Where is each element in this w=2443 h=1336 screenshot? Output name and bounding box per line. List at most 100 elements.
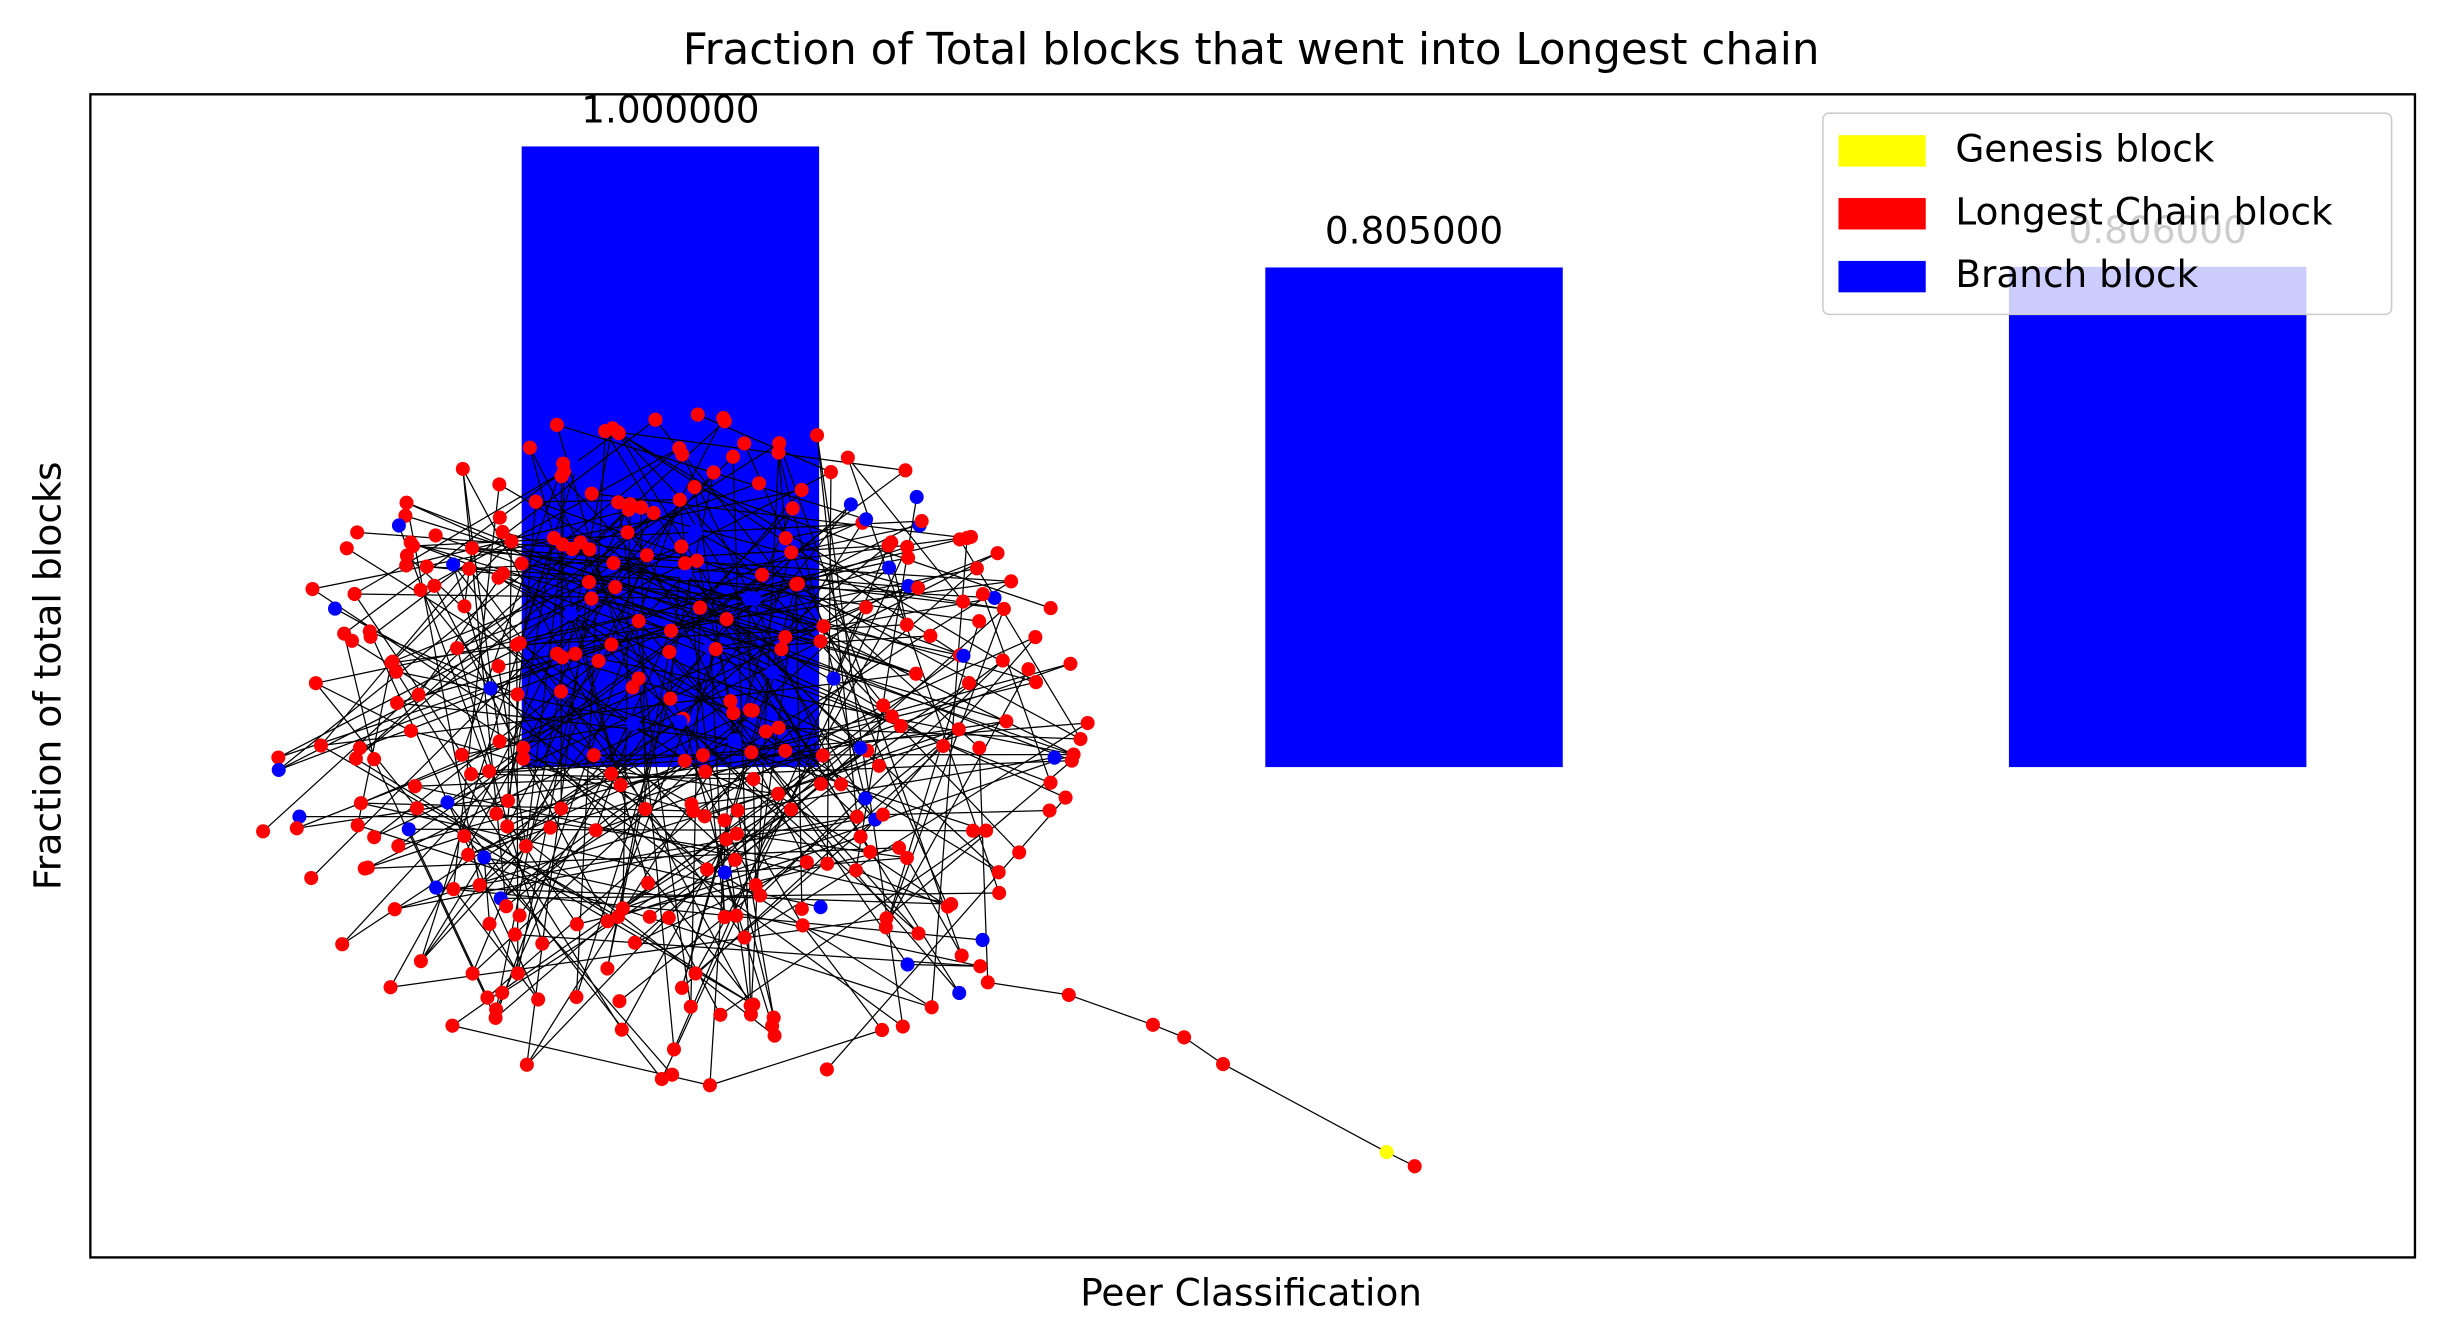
node [516,740,531,755]
edge [802,924,883,1031]
edge [463,835,673,1076]
edge [469,542,889,570]
edge [929,537,968,1008]
node [689,553,704,568]
x-axis-label: Peer Classification [1080,1271,1422,1315]
node [677,556,692,571]
value-label: 0.805000 [1325,208,1503,252]
edge [467,754,704,856]
node [784,545,799,560]
node [1012,845,1027,860]
node [892,840,907,855]
node [411,687,426,702]
node [726,449,741,464]
node [512,635,527,651]
node [1216,1057,1231,1072]
node [661,910,676,925]
node [489,1002,504,1017]
edge [408,826,974,833]
edge [699,489,803,608]
node [1145,1017,1160,1032]
node [535,936,550,951]
node [778,630,793,645]
edge [426,565,995,601]
node [399,548,414,563]
edge [826,797,1067,1070]
node [687,480,702,495]
edge [315,682,412,732]
node [936,738,951,753]
node [621,502,636,517]
node [746,997,761,1012]
bar [2008,266,2307,768]
node [568,646,583,661]
node [858,600,874,615]
node [454,747,469,762]
edge [495,907,624,1019]
node [853,829,868,844]
node [360,860,375,875]
node [353,796,368,811]
node [663,691,678,706]
node [586,748,601,763]
node [573,535,588,550]
node [640,876,655,891]
edge [772,671,901,727]
node [1047,750,1062,765]
node [461,847,476,862]
node [495,524,510,540]
edge [452,564,492,689]
node [335,937,350,952]
edge [535,500,964,657]
edge [709,712,737,1086]
node [304,870,319,886]
node [899,617,914,632]
node [963,529,978,544]
node [952,985,967,1001]
node [723,694,738,709]
edge [394,813,884,912]
node [1379,1145,1394,1160]
node [795,918,810,933]
node [604,766,619,781]
node [697,809,712,824]
node [951,722,966,737]
edge [502,573,999,873]
node [875,1022,890,1038]
edge [638,620,960,994]
node [389,664,404,679]
node [717,813,732,828]
node [480,990,495,1005]
node [1064,753,1079,768]
edge [704,728,959,818]
edge [622,753,1074,909]
node [399,495,414,510]
node [990,546,1005,561]
node [785,501,800,516]
node [898,463,913,478]
node [758,724,773,739]
node [457,599,472,614]
edge [343,633,376,760]
node [495,985,510,1000]
node [746,772,761,787]
node [688,966,703,981]
edge [710,597,995,651]
node [403,723,418,738]
edge [420,589,754,1005]
node [584,591,599,606]
edge [522,747,904,1028]
node [954,948,969,963]
node [673,714,688,729]
legend-swatch [1838,260,1926,293]
node [879,911,894,926]
edge [634,861,808,944]
node [556,456,571,471]
node [843,497,858,512]
edge [505,710,754,907]
edge [420,857,485,962]
edge [453,888,539,1000]
edge [720,830,987,1016]
